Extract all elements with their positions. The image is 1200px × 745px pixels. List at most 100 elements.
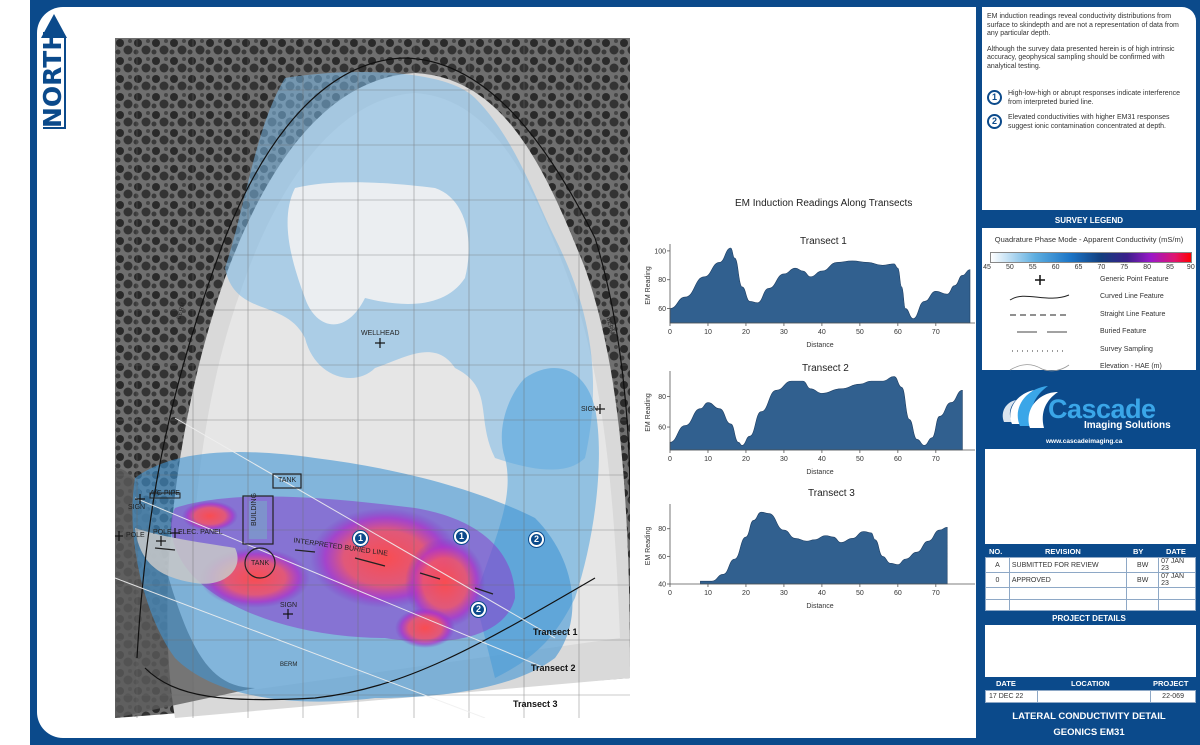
wellhead-label: WELLHEAD [361, 330, 400, 337]
svg-text:40: 40 [818, 590, 826, 597]
rev-by [1126, 587, 1160, 600]
area-chart: 0 10 20 30 40 50 60 70 60 80 Distance EM Reading [645, 371, 975, 476]
rev-no [985, 587, 1010, 600]
rev-description: SUBMITTED FOR REVIEW [1008, 557, 1128, 573]
legend-label: Survey Sampling [1100, 346, 1153, 353]
aerial-image [115, 38, 630, 718]
project-label-project: PROJECT [1153, 679, 1189, 688]
project-details-box [985, 625, 1196, 677]
logo-tagline: Imaging Solutions [1084, 420, 1171, 431]
sign-south-label: SIGN [280, 602, 298, 609]
rev-by: BW [1126, 557, 1160, 573]
colorbar-tick: 65 [1074, 264, 1083, 271]
stamp-box [985, 449, 1196, 544]
project-label-location: LOCATION [1071, 679, 1110, 688]
svg-text:Distance: Distance [806, 342, 833, 349]
svg-text:100: 100 [654, 248, 666, 255]
colorbar-tick: 50 [1005, 264, 1014, 271]
elec-panel-label: ELEC. PANEL [178, 529, 223, 536]
svg-text:80: 80 [658, 277, 666, 284]
legend-label: Curved Line Feature [1100, 293, 1164, 300]
table-row: 0 APPROVED BW 07 JAN 23 [985, 572, 1196, 588]
chart-transect-1: Transect 1 0 10 20 30 40 50 60 70 60 80 100 Distanc… [640, 236, 980, 351]
series-area [669, 376, 963, 451]
callout-badge-2a[interactable]: 2 [529, 532, 544, 547]
chart-transect-2: Transect 2 0 10 20 30 40 50 60 70 60 80 Distance EM… [640, 363, 980, 478]
table-row [985, 587, 1196, 600]
pole-left-label: POLE [126, 532, 145, 539]
legend-label: Straight Line Feature [1100, 311, 1166, 318]
legend-item-buried: Buried Feature [982, 325, 1196, 339]
note-item-1: 1 High-low-high or abrupt responses indi… [987, 89, 1191, 107]
logo-url[interactable]: www.cascadeimaging.ca [1046, 438, 1123, 445]
ag-pipe-label: A/G PIPE [150, 490, 180, 497]
svg-text:10: 10 [704, 329, 712, 336]
callout-badge-1b[interactable]: 1 [454, 529, 469, 544]
rev-date [1158, 587, 1196, 600]
rev-no [985, 598, 1010, 611]
plus-icon [1035, 275, 1045, 285]
callout-badge-2b[interactable]: 2 [471, 602, 486, 617]
svg-text:60: 60 [658, 554, 666, 561]
svg-text:50: 50 [856, 456, 864, 463]
svg-text:0: 0 [668, 590, 672, 597]
transect-2-label: Transect 2 [531, 663, 576, 673]
svg-text:0: 0 [668, 456, 672, 463]
svg-text:60: 60 [658, 425, 666, 432]
rev-date: 07 JAN 23 [1158, 572, 1196, 588]
svg-text:70: 70 [932, 590, 940, 597]
project-date: 17 DEC 22 [985, 690, 1038, 703]
colorbar-tick: 75 [1120, 264, 1129, 271]
site-map[interactable]: WELLHEAD SIGN SIGN SIGN A/G PIPE POLE PO… [115, 38, 630, 718]
revision-table: A SUBMITTED FOR REVIEW BW 07 JAN 23 0 AP… [985, 557, 1196, 611]
svg-text:30: 30 [780, 329, 788, 336]
callout-badge-1a[interactable]: 1 [353, 531, 368, 546]
svg-text:70: 70 [932, 329, 940, 336]
colorbar-tick: 70 [1097, 264, 1106, 271]
legend-label: Buried Feature [1100, 328, 1147, 335]
svg-text:Distance: Distance [806, 469, 833, 476]
colorbar-ticks: 45 50 55 60 65 70 75 80 85 90 [983, 264, 1195, 274]
svg-text:60: 60 [894, 329, 902, 336]
svg-text:0: 0 [668, 329, 672, 336]
project-number: 22-069 [1150, 690, 1196, 703]
svg-text:50: 50 [856, 590, 864, 597]
table-row [985, 598, 1196, 611]
note-paragraph-2: Although the survey data presented herei… [987, 45, 1175, 70]
legend-item-elevation: Elevation - HAE (m) [982, 360, 1196, 374]
rev-date [1158, 598, 1196, 611]
svg-text:30: 30 [780, 456, 788, 463]
svg-text:70: 70 [932, 456, 940, 463]
colorbar-tick: 90 [1186, 264, 1195, 271]
north-label: NORTH [38, 29, 67, 128]
svg-text:10: 10 [704, 456, 712, 463]
building-label: BUILDING [251, 492, 258, 526]
svg-text:20: 20 [742, 329, 750, 336]
chart-title: Transect 2 [802, 363, 849, 374]
survey-legend: Quadrature Phase Mode - Apparent Conduct… [982, 228, 1196, 370]
legend-label: Generic Point Feature [1100, 276, 1169, 283]
logo-name: Cascade [1048, 394, 1156, 424]
rev-col-revision: REVISION [1045, 547, 1081, 556]
conductivity-colorbar [990, 252, 1192, 263]
note-paragraph-1: EM induction readings reveal conductivit… [987, 13, 1179, 37]
drawing-title: LATERAL CONDUCTIVITY DETAIL [1012, 711, 1166, 722]
chart-title: Transect 1 [800, 236, 847, 247]
svg-text:60: 60 [894, 590, 902, 597]
notes-panel: EM induction readings reveal conductivit… [982, 7, 1196, 210]
rev-by [1126, 598, 1160, 611]
sign-west-label: SIGN [128, 504, 146, 511]
svg-text:60: 60 [658, 306, 666, 313]
svg-text:EM Reading: EM Reading [645, 527, 652, 566]
colorbar-tick: 80 [1143, 264, 1152, 271]
area-chart: 0 10 20 30 40 50 60 70 60 80 100 Distance EM Reading [645, 244, 975, 349]
rev-col-date: DATE [1166, 547, 1186, 556]
svg-text:30: 30 [780, 590, 788, 597]
transect-1-label: Transect 1 [533, 627, 578, 637]
svg-text:40: 40 [818, 456, 826, 463]
svg-text:20: 20 [742, 590, 750, 597]
colorbar-tick: 45 [983, 264, 991, 271]
table-row: A SUBMITTED FOR REVIEW BW 07 JAN 23 [985, 557, 1196, 573]
project-details-header: PROJECT DETAILS [1052, 614, 1126, 623]
rev-no: 0 [985, 572, 1010, 588]
